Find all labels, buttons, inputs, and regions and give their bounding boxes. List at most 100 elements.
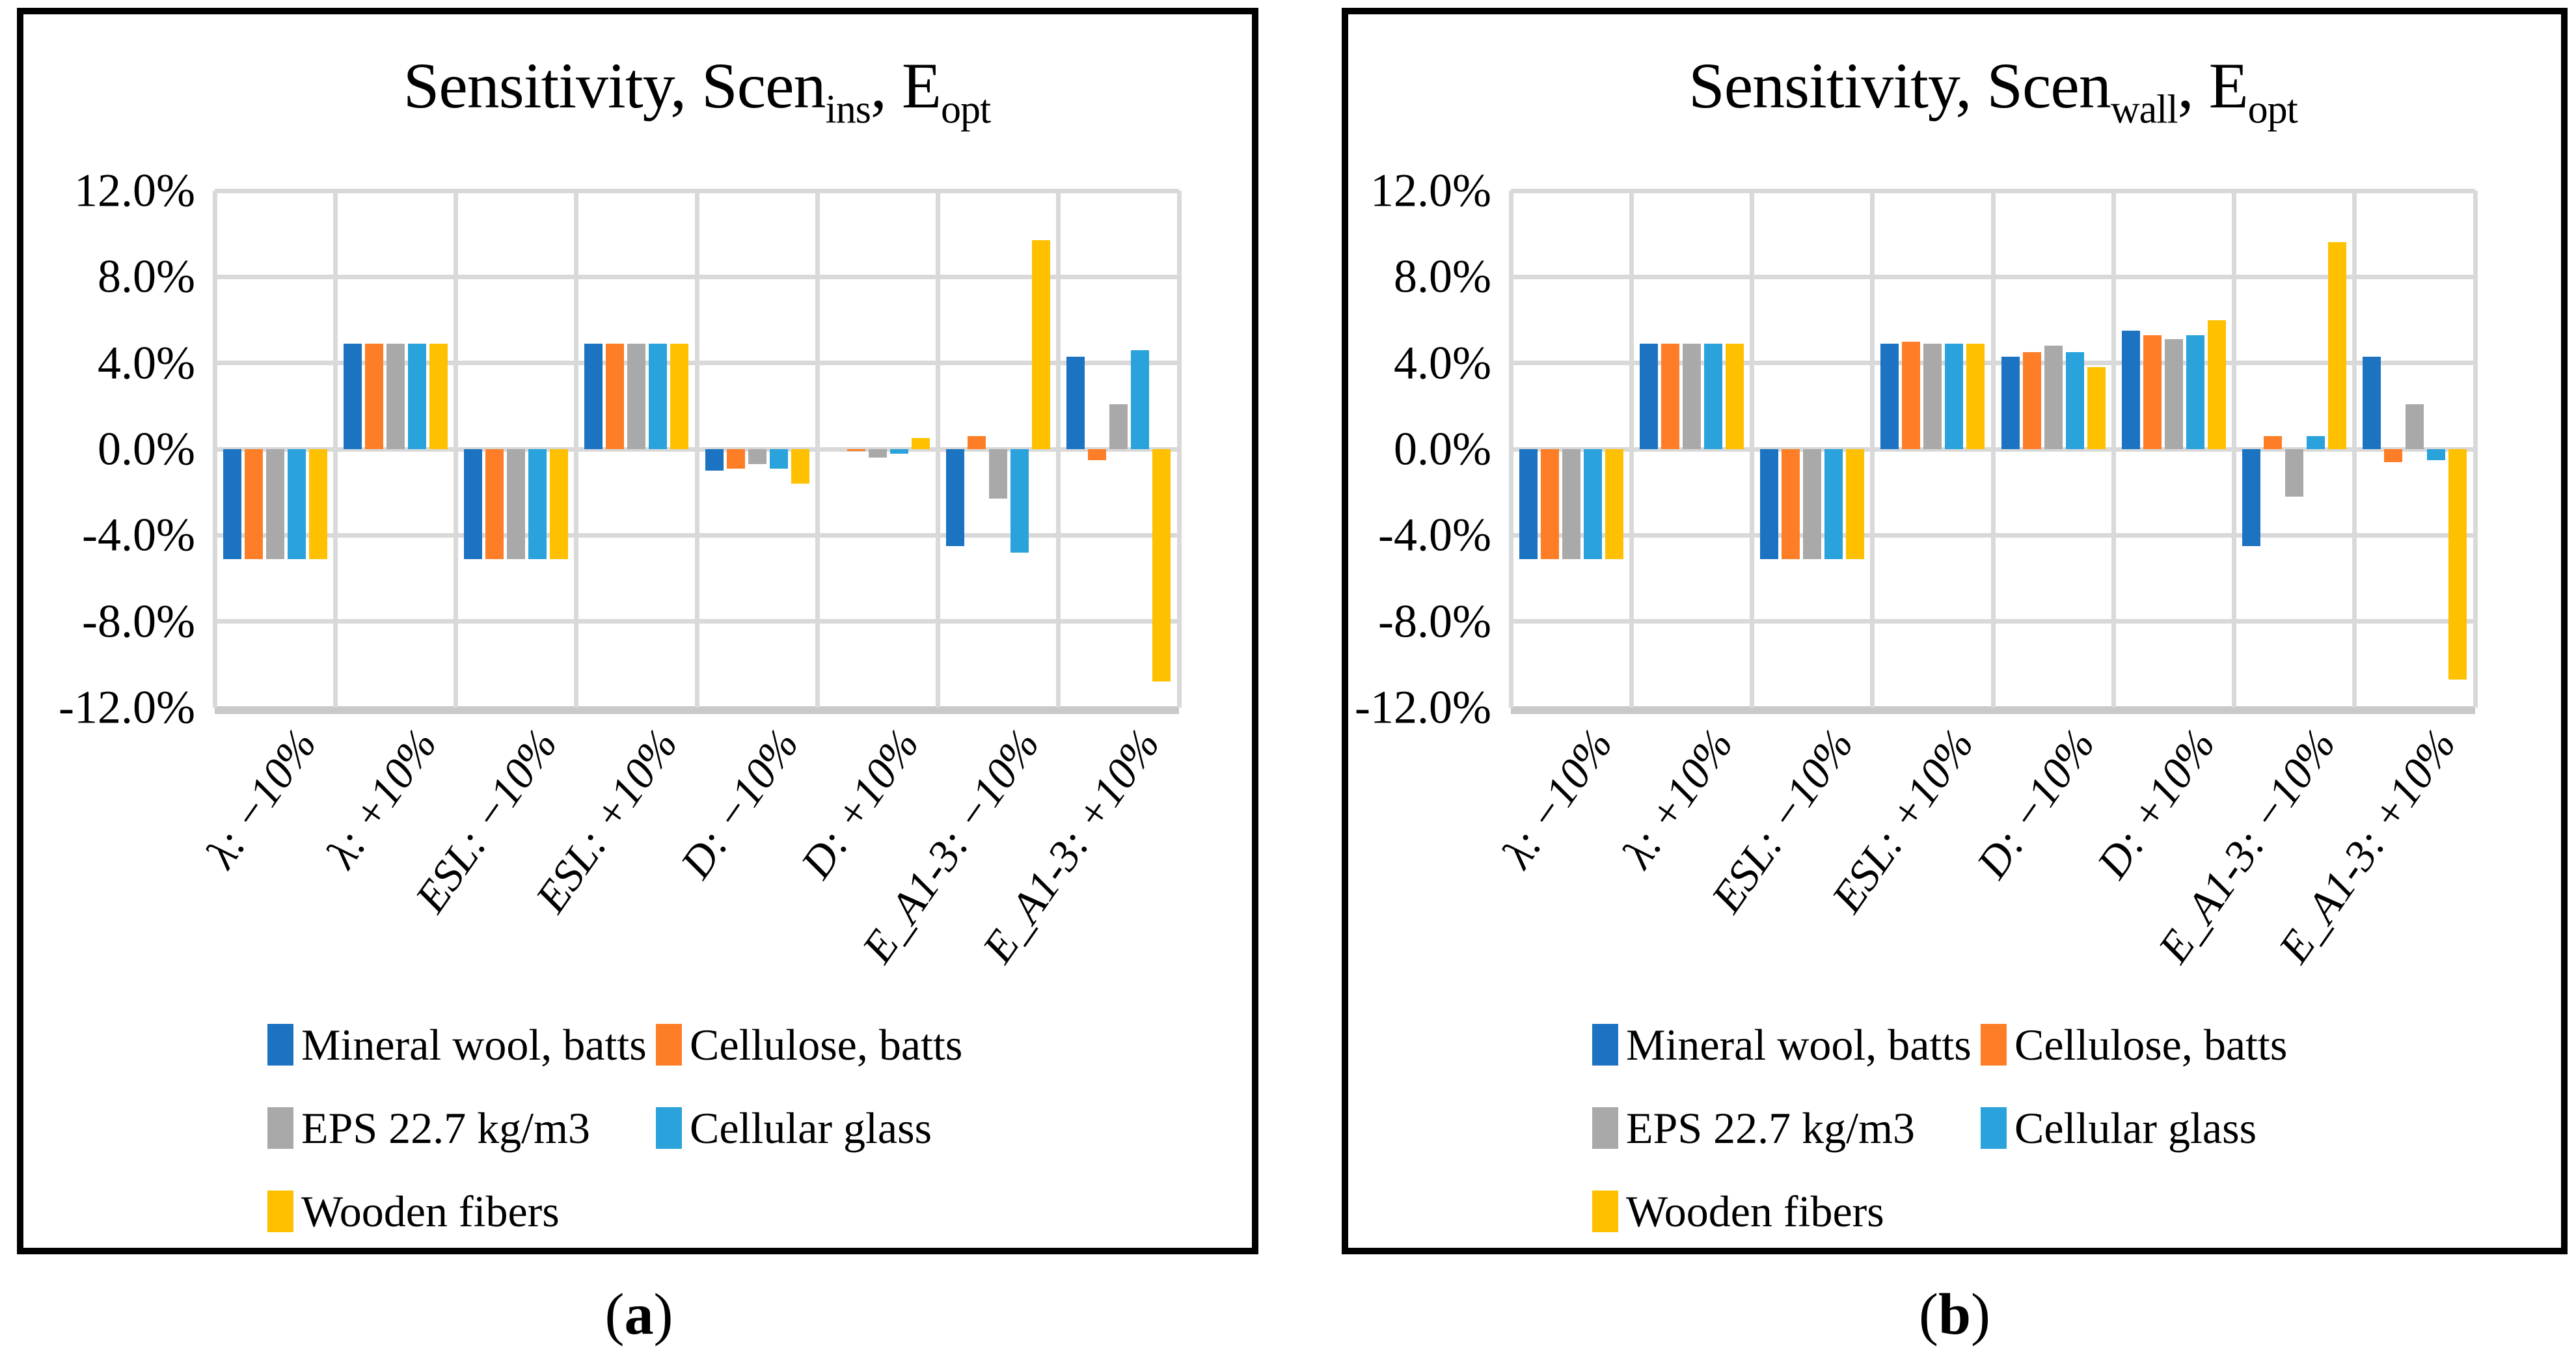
bar-mineral-wool-batts-cat3: [464, 449, 483, 559]
caption-paren-close: ): [1971, 1282, 1991, 1347]
bar-cellular-glass-cat3: [1824, 449, 1843, 559]
gridline-horizontal: [215, 706, 1179, 714]
gridline-vertical: [1629, 191, 1634, 708]
y-axis-tick-label: -4.0%: [82, 508, 195, 561]
x-axis-category-label: λ: −10%: [195, 720, 326, 877]
gridline-vertical: [1870, 191, 1875, 708]
bar-cellulose-batts-cat6: [2143, 335, 2162, 449]
y-axis-tick-label: -12.0%: [1355, 681, 1491, 734]
bar-eps-22-7-kg-m3-cat6: [2164, 339, 2183, 449]
x-axis-category-label: D: −10%: [670, 720, 808, 887]
legend-item: Mineral wool, batts: [1592, 1022, 1972, 1067]
bar-eps-22-7-kg-m3-cat7: [989, 449, 1008, 499]
legend-swatch: [656, 1107, 682, 1149]
bar-wooden-fibers-cat5: [791, 449, 809, 484]
bar-eps-22-7-kg-m3-cat3: [1803, 449, 1822, 559]
legend-item: EPS 22.7 kg/m3: [1592, 1105, 1915, 1151]
bar-wooden-fibers-cat8: [1152, 449, 1171, 682]
legend-swatch: [1981, 1107, 2007, 1149]
y-axis-tick-label: -8.0%: [82, 595, 195, 648]
bar-cellulose-batts-cat8: [1088, 449, 1107, 460]
bar-cellular-glass-cat3: [528, 449, 547, 559]
bar-eps-22-7-kg-m3-cat6: [868, 449, 887, 458]
bar-cellular-glass-cat4: [1945, 343, 1964, 449]
bar-wooden-fibers-cat2: [1725, 343, 1744, 449]
bar-mineral-wool-batts-cat8: [1066, 356, 1085, 449]
bar-cellulose-batts-cat6: [847, 449, 865, 452]
bar-mineral-wool-batts-cat1: [223, 449, 241, 559]
x-axis-category-label: λ: +10%: [316, 720, 446, 877]
gridline-vertical: [454, 191, 458, 708]
legend-label: EPS 22.7 kg/m3: [301, 1103, 590, 1153]
y-axis-tick-label: -8.0%: [1378, 595, 1491, 648]
bar-cellulose-batts-cat4: [606, 343, 625, 449]
y-axis-tick-label: 12.0%: [74, 164, 195, 217]
bar-mineral-wool-batts-cat3: [1760, 449, 1779, 559]
bar-wooden-fibers-cat3: [1846, 449, 1865, 559]
caption-paren-open: (: [604, 1282, 625, 1347]
gridline-vertical: [1750, 191, 1754, 708]
bar-wooden-fibers-cat8: [2448, 449, 2467, 680]
bar-mineral-wool-batts-cat5: [2001, 356, 2020, 449]
bar-mineral-wool-batts-cat7: [946, 449, 965, 546]
gridline-vertical: [2232, 191, 2236, 708]
legend-item: Cellulose, batts: [1981, 1022, 2287, 1067]
gridline-vertical: [2111, 191, 2116, 708]
legend-swatch: [267, 1024, 293, 1066]
bar-wooden-fibers-cat1: [308, 449, 327, 559]
chart-title: Sensitivity, Scenwall, Eopt: [1688, 49, 2298, 132]
bar-cellulose-batts-cat1: [244, 449, 263, 559]
bar-wooden-fibers-cat5: [2087, 367, 2106, 449]
gridline-vertical: [1990, 191, 1996, 708]
chart-panel-a: Sensitivity, Scenins, Eopt 12.0% 8.0% 4.0% 0…: [17, 8, 1258, 1254]
bar-cellular-glass-cat8: [1131, 350, 1150, 449]
y-axis-tick-label: 8.0%: [1394, 250, 1491, 303]
gridline-vertical: [1056, 191, 1061, 708]
caption-letter: a: [624, 1282, 654, 1347]
gridline-vertical: [2352, 191, 2357, 708]
bar-wooden-fibers-cat1: [1605, 449, 1623, 559]
legend-swatch: [1981, 1024, 2007, 1066]
legend-swatch: [1592, 1191, 1618, 1232]
gridline-horizontal: [1511, 706, 2475, 714]
y-axis-tick-label: 4.0%: [1394, 337, 1491, 389]
bar-wooden-fibers-cat2: [429, 343, 448, 449]
legend-swatch: [267, 1191, 293, 1232]
bar-eps-22-7-kg-m3-cat1: [265, 449, 284, 559]
legend-swatch: [656, 1024, 682, 1066]
bar-eps-22-7-kg-m3-cat3: [507, 449, 526, 559]
gridline-vertical: [1176, 191, 1182, 708]
bar-eps-22-7-kg-m3-cat4: [1923, 343, 1942, 449]
bar-wooden-fibers-cat4: [670, 343, 689, 449]
legend-item: EPS 22.7 kg/m3: [267, 1105, 590, 1151]
bar-cellulose-batts-cat3: [485, 449, 504, 559]
bar-eps-22-7-kg-m3-cat1: [1562, 449, 1580, 559]
x-axis-category-label: λ: +10%: [1612, 720, 1742, 877]
bar-mineral-wool-batts-cat1: [1519, 449, 1538, 559]
bar-eps-22-7-kg-m3-cat7: [2285, 449, 2304, 497]
y-axis-tick-label: 0.0%: [1394, 422, 1491, 475]
bar-mineral-wool-batts-cat5: [705, 449, 724, 471]
caption-paren-close: ): [653, 1282, 673, 1347]
panel-caption-a: (a): [509, 1281, 769, 1348]
bar-cellulose-batts-cat2: [364, 343, 383, 449]
caption-letter: b: [1938, 1282, 1972, 1347]
legend-item: Wooden fibers: [1592, 1189, 1884, 1234]
legend-swatch: [1592, 1107, 1618, 1149]
bar-cellulose-batts-cat5: [726, 449, 745, 469]
y-axis-tick-label: -12.0%: [59, 681, 195, 734]
bar-wooden-fibers-cat6: [2207, 320, 2226, 449]
legend-label: Cellular glass: [690, 1103, 932, 1153]
gridline-vertical: [936, 191, 940, 708]
legend-swatch: [267, 1107, 293, 1149]
legend-item: Wooden fibers: [267, 1189, 560, 1234]
bar-cellulose-batts-cat8: [2384, 449, 2403, 462]
bar-mineral-wool-batts-cat8: [2363, 356, 2381, 449]
bar-wooden-fibers-cat3: [550, 449, 569, 559]
bar-eps-22-7-kg-m3-cat8: [1109, 404, 1128, 449]
chart-title: Sensitivity, Scenins, Eopt: [403, 49, 991, 132]
bar-cellulose-batts-cat4: [1902, 341, 1921, 449]
bar-cellular-glass-cat6: [889, 449, 908, 454]
bar-eps-22-7-kg-m3-cat2: [386, 343, 405, 449]
legend-swatch: [1592, 1024, 1618, 1066]
